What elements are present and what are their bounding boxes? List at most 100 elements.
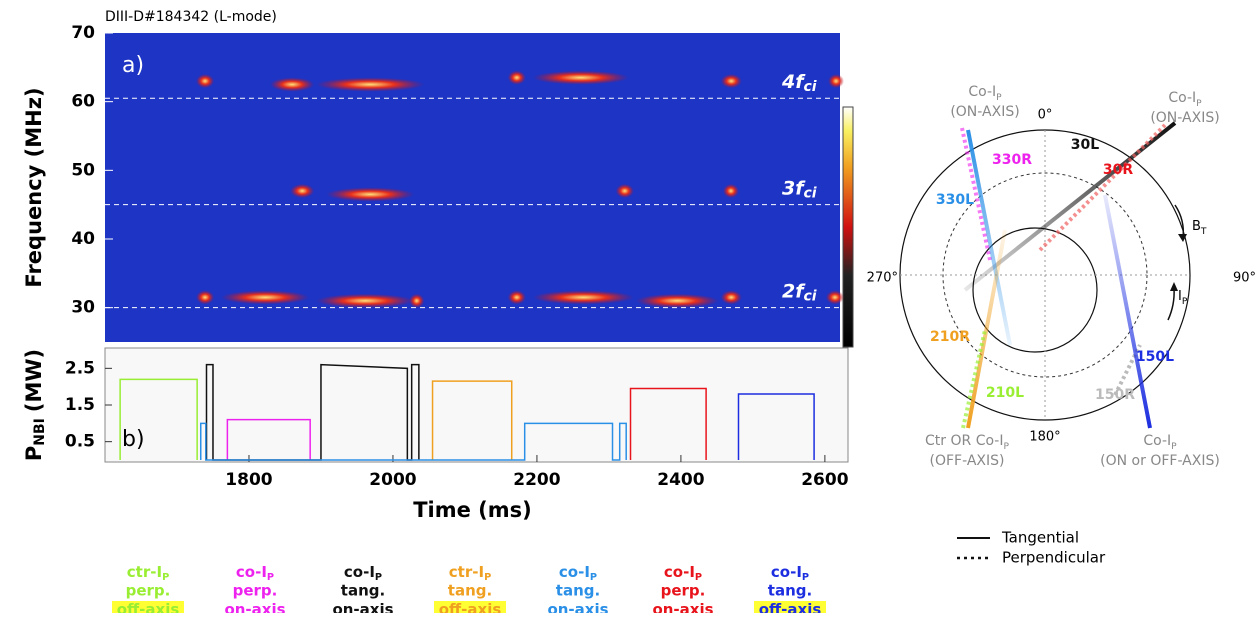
legend-label: Perpendicular bbox=[1002, 549, 1106, 567]
beam-group-note: (ON-AXIS) bbox=[950, 104, 1019, 120]
beam-label-sub: P bbox=[484, 572, 491, 583]
beam-id: 210L bbox=[986, 385, 1024, 401]
y-label-sub: NBI bbox=[32, 418, 48, 446]
harmonic-label: 4fci bbox=[781, 71, 817, 96]
y-tick-label: 2.5 bbox=[65, 358, 95, 378]
y-tick-label: 50 bbox=[71, 160, 95, 180]
angle-label: 180° bbox=[1029, 430, 1060, 445]
harmonic-main: 2f bbox=[782, 280, 806, 302]
x-tick-label: 2600 bbox=[801, 470, 848, 490]
beam-label-main: ctr-I bbox=[127, 563, 162, 581]
burst bbox=[507, 70, 526, 85]
beam-group-label: Co-IP bbox=[968, 84, 1002, 103]
burst bbox=[316, 77, 425, 92]
y-tick-label: 60 bbox=[71, 92, 95, 112]
beam-label-main: co-I bbox=[344, 563, 375, 581]
spectrogram-bg bbox=[105, 33, 840, 342]
beam-group-note: (ON or OFF-AXIS) bbox=[1100, 453, 1220, 469]
field-label: BT bbox=[1192, 219, 1207, 237]
panel-label: a) bbox=[122, 53, 144, 78]
beam-group-label-main: Co-I bbox=[1168, 90, 1196, 106]
beam-label: perp. bbox=[126, 582, 171, 600]
beam-trace bbox=[205, 363, 420, 461]
beam-id: 30R bbox=[1103, 162, 1133, 178]
beam-label: co-IP bbox=[344, 563, 382, 584]
y-tick-label: 30 bbox=[71, 298, 95, 318]
beam-trace bbox=[431, 380, 513, 460]
x-tick-label: 2200 bbox=[513, 470, 560, 490]
current-label-sub: P bbox=[1182, 297, 1188, 307]
beam-label: on-axis bbox=[224, 601, 285, 614]
burst bbox=[720, 290, 742, 305]
beam-group-label-sub: P bbox=[1196, 99, 1202, 109]
burst bbox=[326, 187, 415, 202]
beam-group-note: (OFF-AXIS) bbox=[930, 453, 1005, 469]
beam-label-sub: P bbox=[162, 572, 169, 583]
beam-trace bbox=[199, 422, 627, 461]
x-tick-label: 1800 bbox=[225, 470, 272, 490]
harmonic-sub: ci bbox=[804, 289, 817, 305]
legend-label: Tangential bbox=[1001, 529, 1079, 547]
beam-label: tang. bbox=[556, 582, 600, 600]
y-tick-label: 40 bbox=[71, 229, 95, 249]
burst bbox=[828, 74, 844, 89]
colorbar bbox=[842, 106, 854, 348]
title: DIII-D#184342 (L-mode) bbox=[105, 9, 277, 25]
beam-id: 330R bbox=[992, 152, 1032, 168]
panel-b-bg bbox=[104, 347, 849, 463]
beam-id: 150R bbox=[1095, 387, 1135, 403]
y-tick-label: 70 bbox=[71, 23, 95, 43]
burst bbox=[532, 70, 629, 85]
burst bbox=[316, 293, 415, 308]
beam-label-sub: P bbox=[802, 572, 809, 583]
beam-label-main: co-I bbox=[664, 563, 695, 581]
beam-id: 330L bbox=[936, 192, 974, 208]
beam-label: perp. bbox=[233, 582, 278, 600]
beam-trace bbox=[226, 418, 311, 460]
angle-label: 90° bbox=[1233, 271, 1255, 286]
burst bbox=[825, 290, 844, 305]
harmonic-label: 3fci bbox=[782, 177, 817, 202]
beam-label: co-IP bbox=[559, 563, 597, 584]
harmonic-main: 4f bbox=[781, 71, 806, 93]
y-axis-label: PNBI (MW) bbox=[22, 349, 48, 461]
burst bbox=[221, 290, 310, 305]
burst bbox=[196, 290, 215, 305]
beam-trace bbox=[737, 393, 815, 460]
burst bbox=[615, 183, 634, 198]
beam-group-label-main: Ctr OR Co-I bbox=[925, 433, 1003, 449]
beam-label: off-axis bbox=[759, 601, 822, 614]
y-tick-label: 1.5 bbox=[65, 395, 95, 415]
burst bbox=[196, 74, 215, 89]
harmonic-sub: ci bbox=[804, 186, 817, 202]
beam-label-sub: P bbox=[375, 572, 382, 583]
beam-label-sub: P bbox=[695, 572, 702, 583]
beam-label: tang. bbox=[768, 582, 812, 600]
beam-trace bbox=[629, 387, 707, 460]
beam-label-main: co-I bbox=[236, 563, 267, 581]
beam-label: co-IP bbox=[771, 563, 809, 584]
beam-id: 150L bbox=[1136, 349, 1174, 365]
beam-label: ctr-IP bbox=[449, 563, 491, 584]
burst bbox=[532, 290, 634, 305]
harmonic-sub: ci bbox=[804, 79, 817, 95]
y-axis-label: Frequency (MHz) bbox=[22, 87, 46, 287]
field-label-sub: T bbox=[1200, 227, 1207, 237]
beam-label-sub: P bbox=[590, 572, 597, 583]
y-label-main: P bbox=[22, 446, 46, 461]
beam-label: on-axis bbox=[547, 601, 608, 614]
harmonic-main: 3f bbox=[782, 177, 806, 199]
beam-label: tang. bbox=[341, 582, 385, 600]
beam-label: co-IP bbox=[236, 563, 274, 584]
beam-group-label-sub: P bbox=[996, 93, 1002, 103]
beam-label: on-axis bbox=[652, 601, 713, 614]
beam-label: ctr-IP bbox=[127, 563, 169, 584]
beam-group-label: Ctr OR Co-IP bbox=[925, 433, 1009, 452]
beam-id: 210R bbox=[930, 329, 970, 345]
beam-label: co-IP bbox=[664, 563, 702, 584]
current-label: IP bbox=[1178, 289, 1188, 307]
current-label-main: I bbox=[1178, 289, 1182, 304]
beam-group-label: Co-IP bbox=[1143, 433, 1177, 452]
beam-label: off-axis bbox=[117, 601, 180, 614]
